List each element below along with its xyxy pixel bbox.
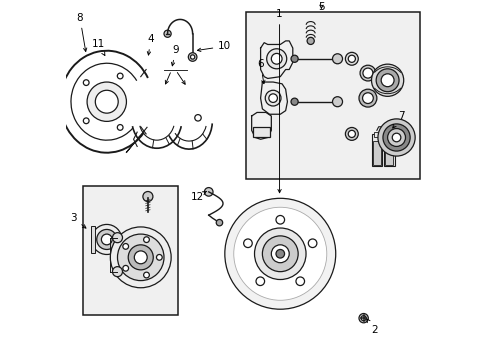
Text: 3: 3 [70,213,86,228]
Bar [374,132,379,137]
Circle shape [387,129,405,147]
Circle shape [362,93,372,104]
Circle shape [97,229,117,249]
Bar [82,186,177,315]
Circle shape [128,245,153,270]
Circle shape [143,272,149,278]
Circle shape [362,68,372,78]
Circle shape [254,228,305,279]
Text: 6: 6 [257,59,264,84]
Text: 12: 12 [190,191,206,202]
Circle shape [359,65,375,81]
Circle shape [117,234,163,280]
Text: 7: 7 [392,111,405,128]
Circle shape [358,314,367,323]
Bar [383,134,394,166]
Text: 5: 5 [318,2,324,12]
Circle shape [391,133,400,142]
Circle shape [307,239,316,248]
Circle shape [345,127,358,140]
Circle shape [275,249,284,258]
Circle shape [266,49,286,69]
Text: 8: 8 [77,13,87,51]
Circle shape [101,234,112,245]
Circle shape [382,124,409,151]
Text: 11: 11 [92,40,105,55]
Circle shape [358,89,376,107]
Circle shape [117,73,123,79]
Bar [372,141,380,165]
Circle shape [112,267,122,277]
Circle shape [204,188,213,196]
Circle shape [122,265,128,271]
Circle shape [375,69,398,92]
Circle shape [275,216,284,224]
Circle shape [95,90,118,113]
Bar [252,127,269,138]
Text: 4: 4 [147,34,154,55]
Text: 2: 2 [366,319,377,335]
Circle shape [332,54,342,64]
Circle shape [271,245,288,263]
Circle shape [110,227,171,288]
Circle shape [361,316,366,321]
Text: 1: 1 [276,9,282,193]
Bar [91,226,94,253]
Circle shape [347,130,355,138]
Circle shape [295,277,304,285]
Bar [246,12,419,179]
Circle shape [87,82,126,121]
Circle shape [216,219,222,226]
Circle shape [256,277,264,285]
Circle shape [332,97,342,107]
Circle shape [112,233,122,243]
Bar [371,134,382,166]
Text: 9: 9 [171,45,179,66]
Circle shape [156,255,162,260]
Circle shape [380,74,393,87]
Circle shape [347,55,355,62]
Circle shape [83,118,89,124]
Circle shape [224,198,335,309]
Circle shape [271,53,282,64]
Circle shape [290,98,298,105]
Circle shape [268,94,277,103]
Circle shape [142,192,153,202]
Circle shape [306,37,314,45]
Circle shape [122,244,128,249]
Circle shape [371,64,403,96]
Circle shape [377,119,414,156]
Circle shape [190,55,194,59]
Circle shape [188,53,197,61]
Bar [385,141,392,165]
Circle shape [92,224,122,255]
Circle shape [83,80,89,85]
Circle shape [233,207,326,300]
Bar [386,132,391,137]
Text: 10: 10 [197,41,231,51]
Circle shape [163,30,171,37]
Circle shape [262,236,298,272]
Circle shape [243,239,252,248]
Circle shape [264,90,281,106]
Circle shape [134,251,147,264]
Circle shape [345,52,358,65]
Circle shape [290,55,298,62]
Circle shape [194,114,201,121]
Circle shape [117,125,123,130]
Circle shape [143,237,149,243]
